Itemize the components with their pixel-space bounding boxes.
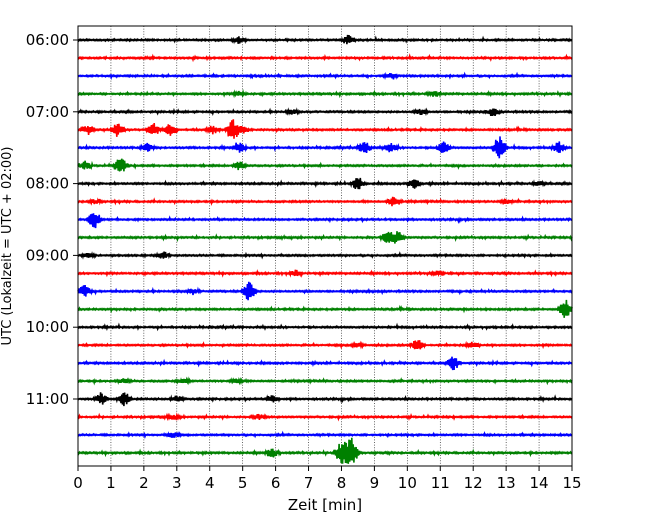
y-axis-label: UTC (Lokalzeit = UTC + 02:00) xyxy=(0,147,15,346)
seismogram-trace xyxy=(77,251,573,260)
x-tick-label: 12 xyxy=(464,474,483,492)
seismogram-trace xyxy=(77,71,573,81)
seismogram-trace xyxy=(77,412,573,422)
x-tick-label: 2 xyxy=(139,474,149,492)
x-tick-label: 1 xyxy=(106,474,116,492)
x-tick-label: 3 xyxy=(172,474,182,492)
x-tick-label: 9 xyxy=(370,474,380,492)
seismogram-trace xyxy=(77,376,573,386)
seismogram-trace xyxy=(77,392,573,407)
seismogram-trace xyxy=(77,322,573,332)
seismogram-trace xyxy=(77,430,573,439)
x-tick-label: 15 xyxy=(562,474,581,492)
seismogram-trace xyxy=(77,136,573,159)
y-tick-label: 10:00 xyxy=(26,318,69,336)
x-tick-label: 13 xyxy=(497,474,516,492)
y-tick-label: 08:00 xyxy=(26,175,69,193)
y-tick-label: 09:00 xyxy=(26,246,69,264)
x-axis-ticks: 0 1 2 3 4 5 6 7 8 9 10 11 12 13 14 15 xyxy=(73,466,582,492)
x-tick-label: 4 xyxy=(205,474,215,492)
y-tick-label: 06:00 xyxy=(26,31,69,49)
y-tick-label: 07:00 xyxy=(26,103,69,121)
x-tick-label: 11 xyxy=(431,474,450,492)
seismogram-trace xyxy=(77,34,573,45)
x-tick-label: 14 xyxy=(530,474,549,492)
seismogram-trace xyxy=(77,213,573,229)
seismogram-trace xyxy=(77,177,573,190)
x-tick-label: 10 xyxy=(398,474,417,492)
seismogram-trace xyxy=(77,299,573,318)
seismogram-trace xyxy=(77,119,573,139)
plot-frame xyxy=(77,25,573,467)
x-tick-label: 5 xyxy=(238,474,248,492)
seismogram-trace xyxy=(77,158,573,172)
seismogram-trace xyxy=(77,437,573,464)
seismogram-trace xyxy=(77,340,573,350)
y-axis-ticks: 06:00 07:00 08:00 09:00 10:00 11:00 xyxy=(26,31,78,408)
seismogram-trace xyxy=(77,53,573,63)
x-axis-label: Zeit [min] xyxy=(288,496,362,514)
x-tick-label: 8 xyxy=(337,474,347,492)
seismogram-trace xyxy=(77,88,573,99)
x-tick-label: 0 xyxy=(73,474,83,492)
seismogram-trace xyxy=(77,107,573,117)
seismogram-trace xyxy=(77,196,573,207)
x-tick-label: 7 xyxy=(304,474,314,492)
y-tick-label: 11:00 xyxy=(26,390,69,408)
seismogram-trace xyxy=(77,231,573,244)
seismogram-trace xyxy=(77,356,573,371)
seismogram-trace xyxy=(77,269,573,278)
seismogram-trace xyxy=(77,281,573,301)
grid-lines xyxy=(110,26,540,466)
x-tick-label: 6 xyxy=(271,474,281,492)
seismogram-traces xyxy=(77,34,573,464)
